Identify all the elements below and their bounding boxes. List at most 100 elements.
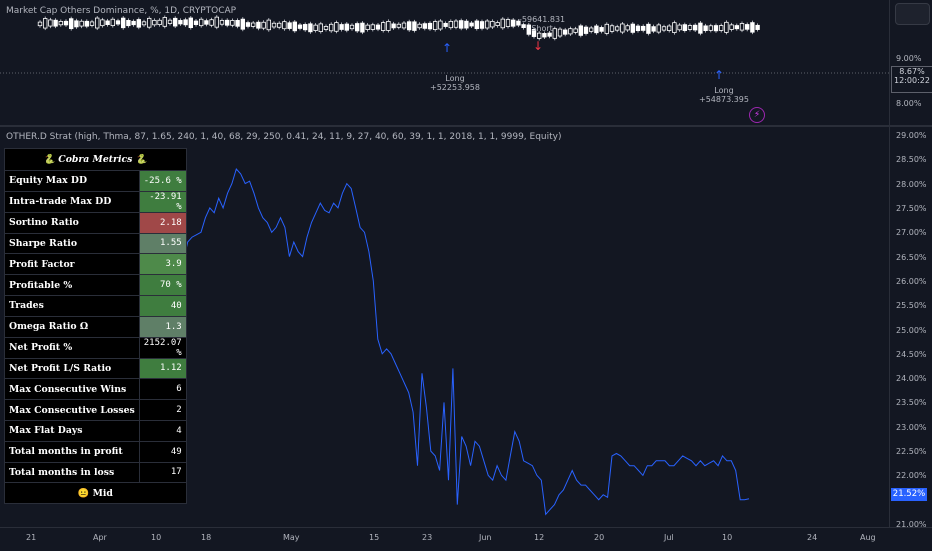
- candle-body: [589, 27, 594, 32]
- equity-tick: 29.00%: [896, 131, 927, 140]
- candle-body: [713, 25, 719, 32]
- candle-body: [152, 19, 157, 26]
- time-tick: Apr: [93, 533, 107, 542]
- equity-tick: 24.00%: [896, 374, 927, 383]
- candle-body: [583, 26, 589, 34]
- last-price-value: 8.67%: [899, 67, 925, 76]
- candle-body: [557, 28, 563, 37]
- candle-body: [188, 17, 193, 29]
- metric-row: Net Profit L/S Ratio 1.12: [4, 357, 187, 380]
- equity-tick: 23.00%: [896, 423, 927, 432]
- candle-body: [635, 25, 641, 32]
- price-scale[interactable]: [889, 0, 932, 527]
- candle-body: [334, 22, 339, 32]
- candle-body: [651, 26, 656, 32]
- candle-body: [183, 19, 188, 26]
- metric-row: Total months in profit 49: [4, 440, 187, 463]
- candle-body: [209, 19, 214, 26]
- lightning-icon[interactable]: ⚡: [749, 107, 765, 123]
- candle-body: [568, 28, 573, 35]
- candle-body: [687, 25, 693, 30]
- pane-separator[interactable]: [0, 125, 932, 127]
- candle-body: [271, 22, 277, 28]
- time-scale[interactable]: [0, 527, 932, 551]
- candle-body: [719, 25, 724, 31]
- candle-body: [328, 23, 334, 32]
- time-tick: Jun: [479, 533, 492, 542]
- price-tick: 9.00%: [896, 54, 922, 63]
- candle-body: [641, 25, 646, 31]
- metric-label: Sharpe Ratio: [4, 232, 140, 255]
- metrics-footer: 😐 Mid: [4, 482, 187, 505]
- trade-label: Long +52253.958: [430, 74, 480, 92]
- candle-body: [609, 25, 615, 32]
- indicator-title[interactable]: OTHER.D Strat (high, Thma, 87, 1.65, 240…: [6, 132, 562, 142]
- trade-direction: Long: [445, 74, 465, 83]
- metric-label: Max Flat Days: [4, 419, 140, 442]
- equity-tick: 26.00%: [896, 277, 927, 286]
- metric-row: Sortino Ratio 2.18: [4, 211, 187, 234]
- candle-body: [537, 32, 542, 39]
- candle-body: [276, 22, 282, 28]
- candle-body: [354, 23, 360, 32]
- candle-body: [755, 24, 760, 30]
- candle-body: [479, 21, 485, 29]
- candle-body: [521, 24, 526, 29]
- candle-body: [110, 18, 115, 27]
- metric-row: Omega Ratio Ω 1.3: [4, 315, 187, 338]
- metrics-header: 🐍 Cobra Metrics 🐍: [4, 148, 187, 171]
- time-tick: Aug: [860, 533, 876, 542]
- candle-body: [708, 25, 713, 31]
- metric-row: Max Consecutive Losses 2: [4, 399, 187, 421]
- metric-label: Profit Factor: [4, 253, 140, 276]
- candle-body: [193, 20, 199, 25]
- candle-body: [105, 20, 110, 25]
- trade-label: -59641.831 Short: [519, 15, 565, 33]
- short-entry-arrow-icon: ↓: [533, 39, 544, 53]
- metric-label: Total months in loss: [4, 461, 140, 484]
- candle-body: [724, 21, 729, 33]
- candle-body: [63, 20, 69, 26]
- candle-body: [370, 24, 375, 30]
- candle-body: [469, 22, 474, 27]
- metric-value: 6: [138, 378, 187, 401]
- candle-body: [573, 28, 578, 33]
- candle-body: [401, 22, 407, 29]
- candle-body: [224, 19, 230, 26]
- time-tick: May: [283, 533, 300, 542]
- candle-body: [443, 22, 448, 27]
- metric-label: Net Profit L/S Ratio: [4, 357, 140, 380]
- trade-direction: Short: [531, 24, 553, 33]
- candle-body: [240, 18, 245, 30]
- candle-body: [625, 25, 630, 31]
- candle-body: [172, 17, 178, 27]
- candle-body: [74, 20, 79, 28]
- metric-label: Intra-trade Max DD: [4, 190, 140, 213]
- candle-body: [698, 22, 703, 34]
- metric-value: 17: [138, 461, 187, 484]
- candle-body: [141, 21, 147, 26]
- candle-body: [157, 19, 162, 26]
- equity-tick: 23.50%: [896, 398, 927, 407]
- candle-body: [126, 20, 131, 27]
- time-tick: 24: [807, 533, 818, 542]
- candle-body: [703, 25, 708, 32]
- metric-row: Profit Factor 3.9: [4, 253, 187, 276]
- scale-settings-button[interactable]: [895, 3, 930, 25]
- metric-label: Net Profit %: [4, 336, 140, 359]
- candle-body: [230, 20, 235, 26]
- trade-label: Long +54873.395: [699, 86, 749, 104]
- candle-body: [484, 20, 490, 29]
- metric-row: Net Profit % 2152.07 %: [4, 336, 187, 359]
- time-tick: 12: [534, 533, 545, 542]
- candle-body: [219, 20, 225, 25]
- candle-body: [115, 20, 121, 25]
- candle-body: [682, 24, 687, 31]
- time-tick: 21: [26, 533, 37, 542]
- candle-body: [422, 23, 427, 29]
- candle-body: [474, 20, 479, 29]
- candle-body: [89, 21, 95, 26]
- candle-body: [516, 20, 521, 26]
- candle-body: [167, 19, 173, 24]
- candle-body: [43, 18, 48, 29]
